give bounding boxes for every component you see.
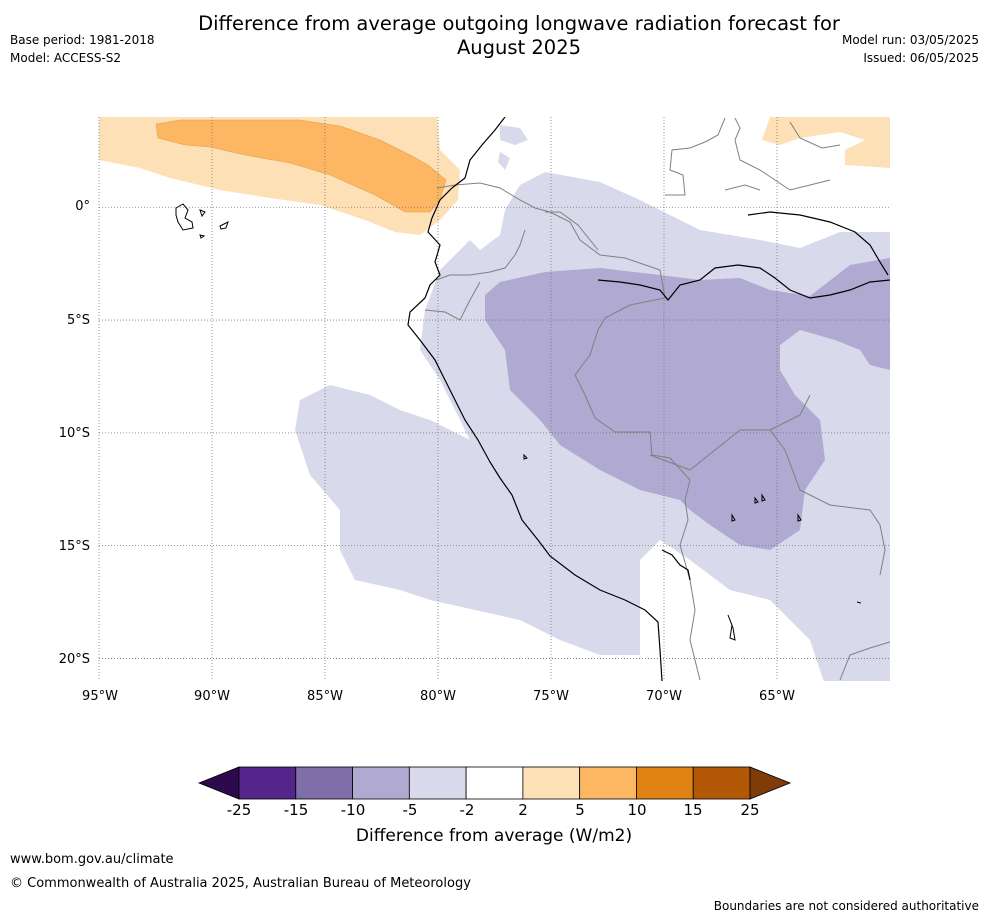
lon-label-70w: 70°W (646, 689, 682, 704)
colorbar-arrow-high (749, 766, 792, 800)
lon-label-95w: 95°W (82, 689, 118, 704)
lakes (523, 453, 862, 641)
chart-title: Difference from average outgoing longwav… (0, 12, 988, 60)
lat-label-20s: 20°S (58, 652, 90, 667)
colorbar-tick: -2 (459, 801, 475, 819)
lon-label-65w: 65°W (759, 689, 795, 704)
colorbar-swatch (636, 766, 694, 800)
anomaly-region-light-positive-ne (762, 117, 890, 168)
anomaly-region-medium-positive (155, 119, 447, 213)
lat-label-15s: 15°S (58, 539, 90, 554)
map-fields (99, 117, 890, 681)
country-borders (424, 117, 890, 681)
lon-label-90w: 90°W (194, 689, 230, 704)
anomaly-region-light-negative-2 (500, 125, 528, 145)
colorbar-arrow-low (197, 766, 240, 800)
model-run-text: Model run: 03/05/2025 (841, 33, 979, 47)
disclaimer-text: Boundaries are not considered authoritat… (713, 899, 979, 913)
website-link[interactable]: www.bom.gov.au/climate (10, 852, 174, 867)
galapagos-islands (175, 203, 229, 239)
colorbar-tick: -25 (226, 801, 252, 819)
colorbar-swatch (522, 766, 581, 800)
colorbar-swatch (579, 766, 637, 800)
colorbar-swatch (352, 766, 410, 800)
colorbar-swatch (692, 766, 751, 800)
colorbar-tick: -5 (402, 801, 418, 819)
lon-label-80w: 80°W (420, 689, 456, 704)
base-period-text: Base period: 1981-2018 (10, 33, 155, 47)
anomaly-region-medium-negative (485, 258, 890, 550)
colorbar-tick: -15 (283, 801, 309, 819)
issued-text: Issued: 06/05/2025 (863, 51, 979, 65)
colorbar-label: Difference from average (W/m2) (355, 826, 633, 846)
anomaly-region-light-negative-3 (498, 152, 510, 170)
colorbar-swatch (238, 766, 297, 800)
colorbar-tick: 10 (627, 801, 647, 819)
title-line-1: Difference from average outgoing longwav… (198, 12, 840, 35)
model-text: Model: ACCESS-S2 (10, 51, 122, 65)
colorbar-tick: 15 (683, 801, 703, 819)
title-line-2: August 2025 (456, 36, 582, 59)
colorbar-tick: 25 (740, 801, 760, 819)
colorbar-tick: 2 (518, 801, 528, 819)
colorbar (197, 766, 792, 800)
copyright-text: © Commonwealth of Australia 2025, Austra… (10, 876, 471, 891)
lat-label-0: 0° (75, 199, 90, 214)
colorbar-swatch (465, 766, 524, 800)
lat-label-5s: 5°S (66, 313, 90, 328)
colorbar-tick: 5 (575, 801, 585, 819)
coastline (407, 117, 890, 681)
colorbar-swatch (295, 766, 353, 800)
lat-label-10s: 10°S (58, 426, 90, 441)
map-lines (175, 117, 890, 681)
lon-label-75w: 75°W (533, 689, 569, 704)
graticule (98, 117, 890, 681)
lon-label-85w: 85°W (307, 689, 343, 704)
colorbar-tick: -10 (340, 801, 366, 819)
colorbar-swatch (408, 766, 467, 800)
